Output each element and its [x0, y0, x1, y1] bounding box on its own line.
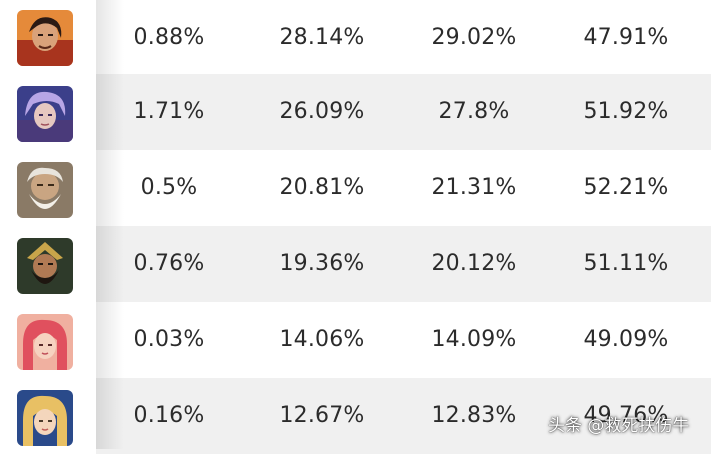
table-cell: 20.12%: [431, 251, 517, 276]
table-cell: 0.76%: [133, 251, 205, 276]
table-cell: 26.09%: [279, 99, 365, 124]
watermark-text: 头条 @救死扶伤牛: [548, 416, 690, 436]
table-cell: 19.36%: [279, 251, 365, 276]
table-cell: 51.11%: [583, 251, 669, 276]
table-row: 0.16% 12.67% 12.83% 49.76%: [96, 378, 711, 454]
hero-avatar-1-icon: [17, 10, 73, 66]
table-row: 0.5% 20.81% 21.31% 52.21%: [96, 150, 711, 226]
table-row: 0.03% 14.06% 14.09% 49.09%: [96, 302, 711, 378]
table-cell: 47.91%: [583, 25, 669, 50]
table-cell: 29.02%: [431, 25, 517, 50]
table-cell: 27.8%: [438, 99, 510, 124]
table-cell: 49.09%: [583, 327, 669, 352]
table-cell: 1.71%: [133, 99, 205, 124]
table-cell: 21.31%: [431, 175, 517, 200]
hero-column: [0, 0, 96, 449]
table-row: 1.71% 26.09% 27.8% 51.92%: [96, 74, 711, 150]
hero-avatar-6-icon: [17, 390, 73, 446]
hero-stats-table: 0.88% 28.14% 29.02% 47.91% 1.71% 26.09% …: [96, 0, 711, 454]
table-cell: 28.14%: [279, 25, 365, 50]
table-cell: 14.06%: [279, 327, 365, 352]
table-cell: 20.81%: [279, 175, 365, 200]
hero-avatar-5-icon: [17, 314, 73, 370]
table-cell: 0.03%: [133, 327, 205, 352]
table-cell: 0.88%: [133, 25, 205, 50]
hero-avatar-4-icon: [17, 238, 73, 294]
table-row: 0.88% 28.14% 29.02% 47.91%: [96, 0, 711, 76]
hero-avatar-2-icon: [17, 86, 73, 142]
table-row: 0.76% 19.36% 20.12% 51.11%: [96, 226, 711, 302]
table-cell: 52.21%: [583, 175, 669, 200]
table-cell: 51.92%: [583, 99, 669, 124]
hero-avatar-3-icon: [17, 162, 73, 218]
table-cell: 49.76%: [583, 403, 669, 428]
table-cell: 0.5%: [140, 175, 198, 200]
table-cell: 12.67%: [279, 403, 365, 428]
table-cell: 12.83%: [431, 403, 517, 428]
table-cell: 0.16%: [133, 403, 205, 428]
table-cell: 14.09%: [431, 327, 517, 352]
